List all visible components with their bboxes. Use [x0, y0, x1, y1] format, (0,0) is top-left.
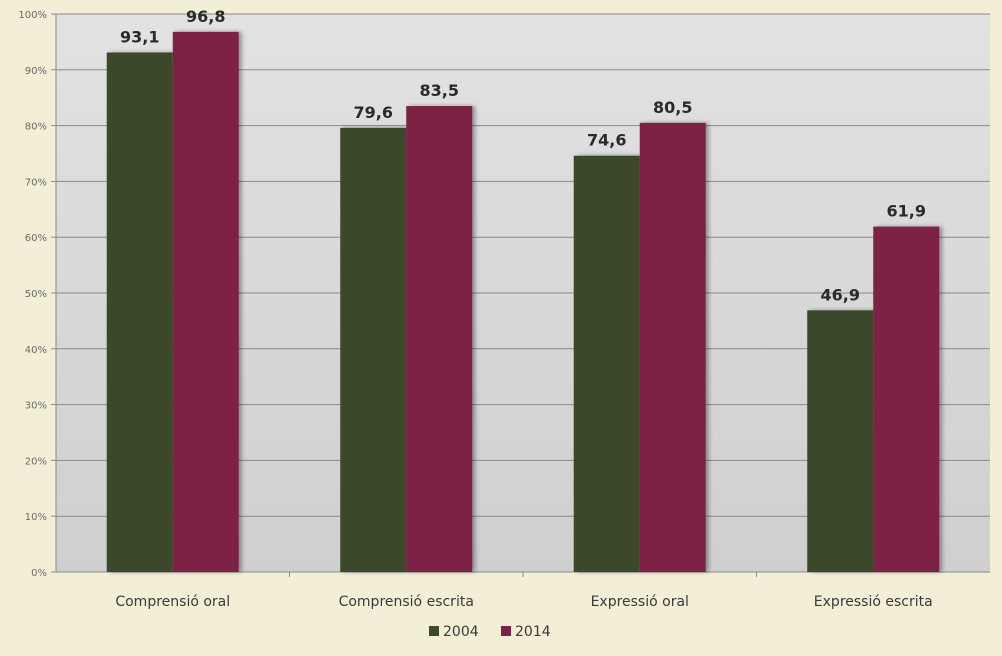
- bar-2014-0: [172, 31, 239, 572]
- bar-2014-1: [406, 106, 473, 572]
- legend-label: 2014: [515, 624, 551, 640]
- y-tick-label: 50%: [25, 289, 47, 300]
- x-tick-label: Comprensió oral: [115, 594, 230, 610]
- data-label: 96,8: [186, 7, 225, 26]
- legend-swatch-2004: [429, 626, 439, 636]
- y-tick-label: 60%: [25, 233, 47, 244]
- bar-2004-1: [340, 127, 407, 572]
- data-label: 46,9: [821, 285, 860, 304]
- y-tick-label: 30%: [25, 401, 47, 412]
- legend-swatch-2014: [501, 626, 511, 636]
- data-label: 83,5: [420, 81, 459, 100]
- bar-2014-2: [639, 122, 706, 572]
- y-tick-label: 100%: [18, 10, 47, 21]
- bar-2014-3: [873, 226, 940, 572]
- y-tick-label: 10%: [25, 512, 47, 523]
- x-tick-label: Expressió escrita: [814, 594, 933, 610]
- y-tick-label: 20%: [25, 456, 47, 467]
- x-tick-label: Comprensió escrita: [339, 594, 474, 610]
- data-label: 80,5: [653, 98, 692, 117]
- data-label: 79,6: [354, 103, 393, 122]
- data-label: 61,9: [887, 202, 926, 221]
- y-tick-label: 0%: [31, 568, 47, 579]
- y-tick-label: 90%: [25, 66, 47, 77]
- bar-2004-2: [573, 155, 640, 572]
- x-tick-label: Expressió oral: [591, 594, 689, 610]
- data-label: 93,1: [120, 28, 159, 47]
- y-tick-label: 70%: [25, 177, 47, 188]
- bar-2004-0: [106, 52, 173, 572]
- legend-label: 2004: [443, 624, 479, 640]
- y-tick-label: 80%: [25, 122, 47, 133]
- data-label: 74,6: [587, 131, 626, 150]
- bar-2004-3: [807, 310, 874, 572]
- y-tick-label: 40%: [25, 345, 47, 356]
